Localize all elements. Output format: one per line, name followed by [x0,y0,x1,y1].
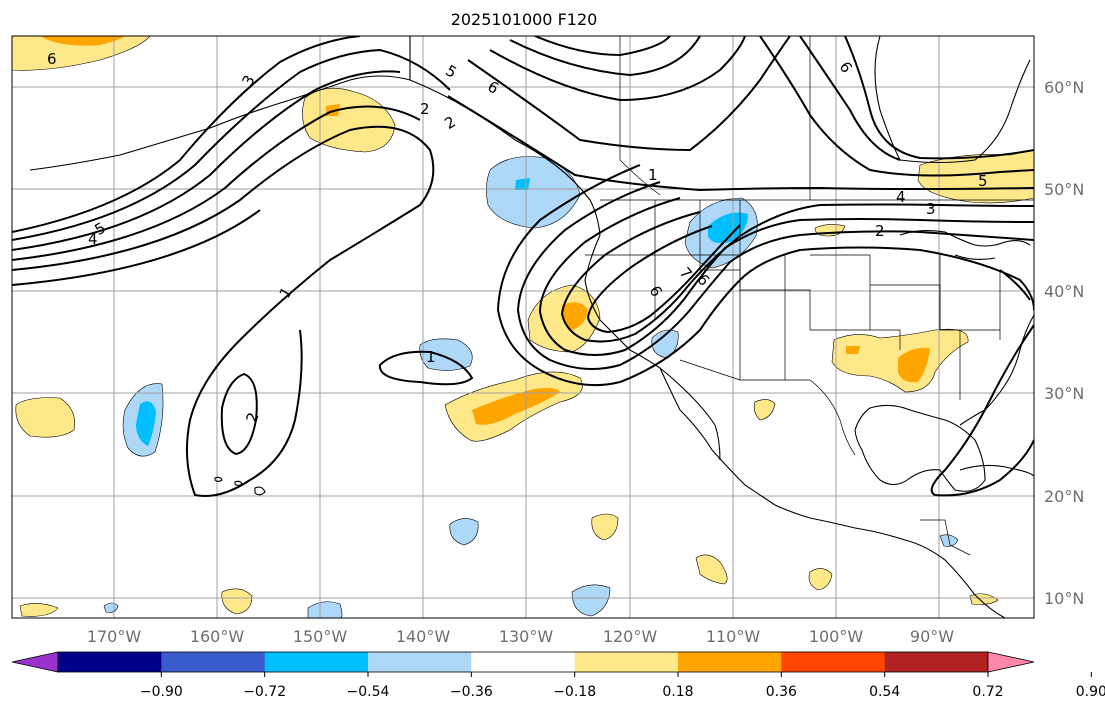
negative-anomaly-core [136,401,156,446]
contour-label: 5 [978,172,988,190]
colorbar-tick-label: 0.54 [869,684,900,700]
positive-anomaly-region [808,568,833,591]
positive-anomaly-core [472,387,560,425]
lat-tick-label: 30°N [1044,384,1084,403]
lat-tick-label: 50°N [1044,180,1084,199]
colorbar-tick-label: −0.90 [140,684,183,700]
colorbar-extend-low [11,651,59,673]
colorbar-tick-label: −0.72 [243,684,286,700]
lon-tick-label: 170°W [87,627,142,646]
colorbar-tick-label: −0.36 [450,684,493,700]
latitude-axis: 60°N 50°N 40°N 30°N 20°N 10°N [1044,78,1084,608]
lon-tick-label: 150°W [293,627,348,646]
longitude-axis: 170°W 160°W 150°W 140°W 130°W 120°W 110°… [87,627,954,646]
positive-anomaly-region [15,397,75,438]
positive-anomaly-region [591,513,619,541]
contour-label: 1 [648,166,658,184]
colorbar-tick-label: 0.18 [662,684,693,700]
lon-tick-label: 130°W [499,627,554,646]
positive-anomaly-core [561,302,588,330]
contour-label: 3 [926,200,936,218]
colorbar-tick-label: 0.90 [1076,684,1105,700]
negative-anomaly-core [708,212,748,244]
anomaly-fill-layer [12,36,1034,618]
contour-label: 6 [836,58,856,76]
contour-label: 2 [875,222,885,240]
colorbar-extend-high [987,651,1035,673]
lon-tick-label: 110°W [706,627,761,646]
positive-anomaly-core [846,346,860,354]
height-contour-layer [12,36,1034,497]
lat-tick-label: 40°N [1044,282,1084,301]
lat-tick-label: 60°N [1044,78,1084,97]
contour-label: 6 [47,50,57,68]
negative-anomaly-region [103,602,119,613]
colorbar-cell [781,652,886,672]
positive-anomaly-core [40,36,125,46]
colorbar-cell [368,652,472,672]
contour-label: 2 [242,410,262,425]
positive-anomaly-region [695,554,728,585]
lon-tick-label: 100°W [809,627,864,646]
positive-anomaly-region [302,87,396,153]
positive-anomaly-core [898,347,930,383]
graticule [12,36,1034,618]
colorbar: −0.90 −0.72 −0.54 −0.36 −0.18 0.18 0.36 0.54 0.7… [11,651,1105,700]
colorbar-tick-label: 0.36 [766,684,797,700]
lon-tick-label: 120°W [603,627,658,646]
colorbar-cell [58,652,162,672]
positive-anomaly-region [19,603,59,617]
contour-label: 5 [443,61,460,81]
colorbar-cell [678,652,782,672]
lon-tick-label: 160°W [190,627,245,646]
colorbar-cells [57,651,989,673]
colorbar-cell [264,652,369,672]
map-title: 2025101000 F120 [450,10,598,29]
contour-label: 2 [442,113,459,133]
contour-label: 2 [420,100,430,118]
contour-label: 4 [896,188,906,206]
colorbar-tick-label: 0.72 [972,684,1003,700]
positive-anomaly-region [12,36,151,71]
lat-tick-label: 20°N [1044,487,1084,506]
colorbar-tick-label: −0.18 [553,684,596,700]
contour-label: 1 [426,348,436,366]
colorbar-ticks: −0.90 −0.72 −0.54 −0.36 −0.18 0.18 0.36 0.54 0.7… [140,672,1105,700]
negative-anomaly-region [307,601,343,618]
positive-anomaly-region [753,399,776,421]
positive-anomaly-region [221,588,253,615]
contour-label: 6 [646,283,666,300]
map-frame [11,35,1035,619]
colorbar-cell [574,652,679,672]
lat-tick-label: 10°N [1044,589,1084,608]
negative-anomaly-region [651,329,679,359]
negative-anomaly-region [486,156,581,229]
colorbar-cell [884,652,989,672]
negative-anomaly-region [571,584,611,617]
negative-anomaly-region [449,518,479,546]
lon-tick-label: 90°W [910,627,954,646]
lon-tick-label: 140°W [396,627,451,646]
colorbar-tick-label: −0.54 [347,684,390,700]
colorbar-cell [471,652,576,672]
contour-label: 6 [485,77,502,97]
colorbar-cell [161,652,266,672]
contour-label: 4 [88,230,98,248]
contour-label: 1 [276,284,296,301]
